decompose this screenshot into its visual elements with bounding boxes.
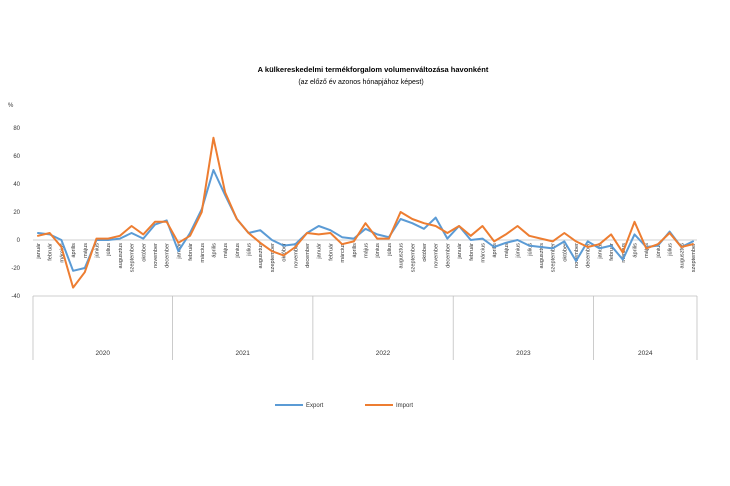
series-lines bbox=[37, 136, 694, 289]
x-tick-label: december bbox=[305, 243, 311, 268]
x-tick-label: január bbox=[317, 243, 323, 260]
y-tick-label: 40 bbox=[13, 182, 20, 188]
x-tick-label: január bbox=[457, 243, 463, 260]
x-tick-label: december bbox=[165, 243, 171, 268]
x-tick-label: március bbox=[340, 243, 346, 263]
x-tick-label: november bbox=[434, 243, 440, 268]
year-label: 2020 bbox=[96, 350, 111, 357]
x-tick-label: január bbox=[36, 243, 42, 260]
x-tick-label: október bbox=[282, 243, 288, 262]
x-tick-label: február bbox=[469, 243, 475, 261]
year-groups: 2020 2021 2022 2023 2024 bbox=[32, 296, 698, 360]
year-label: 2022 bbox=[376, 350, 391, 357]
x-tick-label: június bbox=[516, 243, 522, 259]
year-label: 2021 bbox=[235, 350, 250, 357]
x-tick-label: november bbox=[153, 243, 159, 268]
x-tick-label: december bbox=[586, 243, 592, 268]
x-tick-label: szeptember bbox=[270, 243, 276, 272]
legend-label: Export bbox=[306, 403, 324, 409]
x-tick-label: február bbox=[328, 243, 334, 261]
x-tick-label: május bbox=[364, 243, 370, 258]
x-tick-label: február bbox=[609, 243, 615, 261]
x-tick-label: december bbox=[445, 243, 451, 268]
year-label: 2023 bbox=[516, 350, 531, 357]
y-tick-label: 80 bbox=[13, 126, 20, 132]
series-line-export bbox=[37, 169, 694, 272]
x-tick-labels: január február március április május június jú… bbox=[36, 243, 697, 272]
x-tick-label: március bbox=[480, 243, 486, 263]
x-tick-label: június bbox=[235, 243, 241, 259]
y-tick-labels: 80 60 40 20 0 -20 -40 bbox=[11, 126, 20, 300]
x-tick-label: február bbox=[48, 243, 54, 261]
chart-title: A külkereskedelmi termékforgalom volumen… bbox=[258, 65, 489, 74]
x-tick-label: április bbox=[71, 243, 77, 258]
series-line-import bbox=[37, 136, 694, 289]
x-tick-label: május bbox=[83, 243, 89, 258]
x-tick-label: június bbox=[375, 243, 381, 259]
x-tick-label: november bbox=[293, 243, 299, 268]
x-tick-label: november bbox=[574, 243, 580, 268]
x-tick-label: július bbox=[527, 243, 533, 257]
x-tick-label: augusztus bbox=[539, 243, 545, 269]
x-tick-label: október bbox=[422, 243, 428, 262]
x-tick-label: augusztus bbox=[679, 243, 685, 269]
x-tick-label: október bbox=[141, 243, 147, 262]
x-tick-label: április bbox=[352, 243, 358, 258]
x-tick-label: február bbox=[188, 243, 194, 261]
x-tick-label: április bbox=[492, 243, 498, 258]
x-tick-label: szeptember bbox=[410, 243, 416, 272]
x-tick-label: augusztus bbox=[258, 243, 264, 269]
x-tick-label: április bbox=[633, 243, 639, 258]
x-tick-label: március bbox=[200, 243, 206, 263]
x-tick-label: július bbox=[668, 243, 674, 257]
y-axis-unit: % bbox=[8, 103, 14, 109]
x-tick-label: május bbox=[504, 243, 510, 258]
legend: Export Import bbox=[275, 403, 413, 409]
x-tick-label: szeptember bbox=[551, 243, 557, 272]
y-tick-label: 0 bbox=[17, 238, 21, 244]
x-tick-label: július bbox=[106, 243, 112, 257]
x-tick-label: május bbox=[223, 243, 229, 258]
y-tick-label: -20 bbox=[11, 266, 20, 272]
y-tick-label: -40 bbox=[11, 294, 20, 300]
x-tick-label: szeptember bbox=[691, 243, 697, 272]
x-tick-label: június bbox=[94, 243, 100, 259]
x-tick-label: október bbox=[562, 243, 568, 262]
y-tick-label: 60 bbox=[13, 154, 20, 160]
x-tick-label: szeptember bbox=[130, 243, 136, 272]
x-tick-label: május bbox=[644, 243, 650, 258]
x-tick-label: július bbox=[247, 243, 253, 257]
x-tick-label: június bbox=[656, 243, 662, 259]
y-tick-label: 20 bbox=[13, 210, 20, 216]
x-tick-label: január bbox=[597, 243, 603, 260]
legend-label: Import bbox=[396, 403, 413, 409]
chart-subtitle: (az előző év azonos hónapjához képest) bbox=[298, 79, 423, 86]
x-tick-label: augusztus bbox=[118, 243, 124, 269]
x-tick-label: április bbox=[211, 243, 217, 258]
x-tick-label: augusztus bbox=[399, 243, 405, 269]
year-label: 2024 bbox=[638, 350, 653, 357]
x-tick-label: július bbox=[387, 243, 393, 257]
